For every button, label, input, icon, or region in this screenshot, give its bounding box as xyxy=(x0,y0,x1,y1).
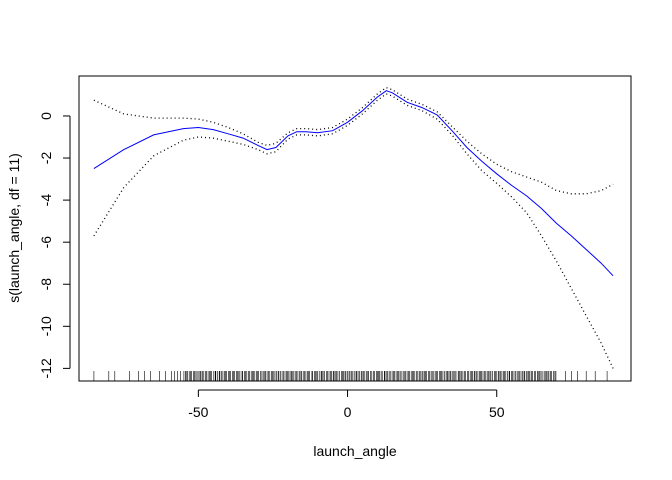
x-tick-label: -50 xyxy=(188,404,208,420)
y-tick-label: 0 xyxy=(38,112,54,120)
x-tick-label: 50 xyxy=(489,404,505,420)
y-tick-label: -6 xyxy=(38,236,54,249)
fit-line xyxy=(93,90,614,277)
series-layer xyxy=(93,86,614,369)
y-axis-title: s(launch_angle, df = 11) xyxy=(6,153,22,303)
rug-marks xyxy=(93,371,608,381)
upper-band-line xyxy=(93,86,614,195)
y-tick-label: -8 xyxy=(38,278,54,291)
y-tick-label: -2 xyxy=(38,152,54,165)
y-tick-label: -10 xyxy=(38,316,54,336)
lower-band-line xyxy=(93,93,614,369)
y-tick-label: -4 xyxy=(38,194,54,207)
x-axis: -50 0 50 xyxy=(188,389,505,420)
y-axis: 0 -2 -4 -6 -8 -10 -12 xyxy=(38,112,71,379)
x-tick-label: 0 xyxy=(344,404,352,420)
x-axis-title: launch_angle xyxy=(313,443,397,459)
y-tick-label: -12 xyxy=(38,358,54,378)
plot-frame xyxy=(78,75,632,382)
